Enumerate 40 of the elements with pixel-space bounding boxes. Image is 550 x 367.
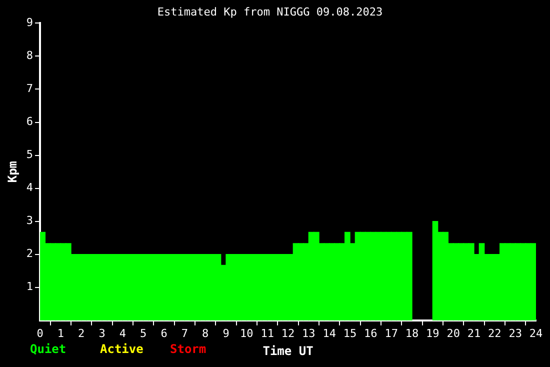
- y-tick-label: 1: [26, 280, 34, 294]
- y-tick-label: 4: [26, 181, 34, 194]
- x-tick-label: 2: [78, 326, 85, 340]
- chart-title: Estimated Kp from NIGGG 09.08.2023: [157, 5, 383, 18]
- x-tick-label: 22: [488, 326, 502, 340]
- text: Quiet: [30, 342, 66, 356]
- x-tick-label: 23: [508, 326, 522, 340]
- x-tick-label: 5: [140, 326, 147, 340]
- x-tick-label: 10: [240, 326, 254, 340]
- y-tick-label: 6: [26, 115, 34, 128]
- y-axis-title: Kpm: [5, 160, 20, 183]
- y-tick-label: 7: [26, 82, 34, 96]
- y-tick-label: 2: [26, 247, 34, 260]
- x-tick-label: 4: [119, 326, 126, 340]
- x-tick-label: 3: [98, 326, 106, 340]
- x-tick-label: 1: [57, 326, 64, 340]
- x-tick-label: 20: [446, 326, 460, 340]
- x-tick-label: 12: [281, 326, 295, 340]
- text: Active: [100, 342, 144, 356]
- x-tick-label: 11: [260, 326, 274, 340]
- x-tick-label: 0: [36, 326, 44, 340]
- x-axis-title: Time UT: [262, 344, 314, 358]
- x-tick-label: 19: [426, 326, 440, 340]
- x-tick-label: 16: [364, 326, 378, 340]
- x-tick-label: 6: [160, 326, 168, 340]
- x-tick-label: 13: [302, 326, 316, 340]
- y-tick-label: 5: [26, 148, 34, 162]
- x-tick-label: 7: [181, 326, 188, 340]
- x-tick-label: 18: [405, 326, 419, 340]
- y-tick-label: 3: [26, 214, 34, 228]
- x-tick-label: 15: [343, 326, 357, 340]
- y-tick-label: 8: [26, 49, 34, 62]
- y-tick-label: 9: [26, 16, 34, 30]
- x-tick-label: 9: [222, 326, 230, 340]
- text: Storm: [170, 342, 206, 356]
- x-tick-label: 24: [529, 326, 543, 340]
- x-tick-label: 8: [202, 326, 209, 340]
- x-tick-label: 21: [467, 326, 481, 340]
- x-tick-label: 14: [322, 326, 336, 340]
- x-tick-label: 17: [384, 326, 398, 340]
